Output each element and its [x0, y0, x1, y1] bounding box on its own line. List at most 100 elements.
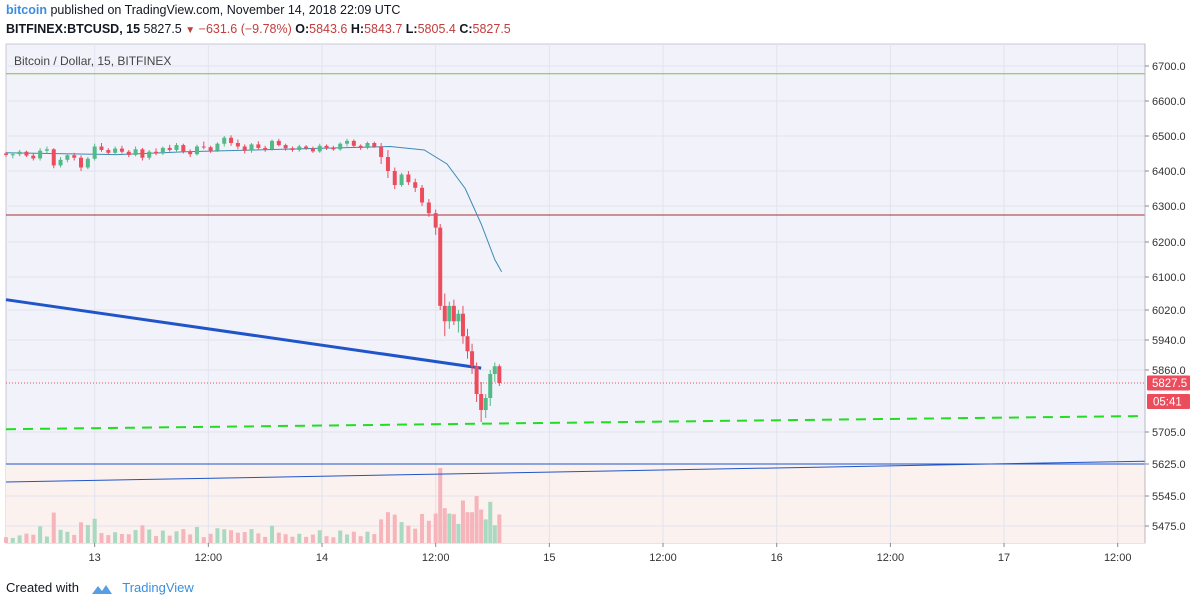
time-tick-label: 12:00 [422, 552, 450, 564]
candle-body [79, 157, 84, 168]
close-value: 5827.5 [472, 22, 511, 36]
volume-bar [447, 513, 452, 543]
candle-body [433, 213, 438, 228]
volume-bar [31, 534, 36, 543]
time-tick-label: 13 [89, 552, 101, 564]
candle-body [290, 148, 295, 150]
time-tick-label: 12:00 [195, 552, 223, 564]
candle-body [447, 305, 452, 322]
candle-body [188, 151, 193, 155]
volume-bar [235, 532, 240, 543]
candle-body [72, 155, 77, 158]
candle-body [310, 148, 315, 152]
chart-pane[interactable] [5, 43, 1146, 544]
candle-body [406, 174, 411, 183]
candle-body [420, 187, 425, 203]
candle-body [269, 140, 274, 150]
volume-bar [483, 519, 488, 543]
volume-bar [365, 531, 370, 543]
price-tick-label: 5545.0 [1152, 491, 1186, 503]
volume-bar [324, 536, 329, 543]
trend-line [5, 460, 1146, 483]
volume-bar [283, 534, 288, 543]
candle-body [438, 227, 443, 306]
volume-bar [488, 501, 493, 543]
volume-bar [470, 512, 475, 543]
volume-bar [72, 534, 77, 543]
volume-bar [451, 514, 456, 543]
candle-body [379, 146, 384, 157]
candle-body [365, 143, 370, 148]
close-label: C: [459, 22, 473, 36]
last-price-badge: 5827.5 [1147, 375, 1190, 391]
down-arrow-icon: ▼ [185, 25, 196, 36]
candle-body [17, 151, 22, 155]
candle-body [451, 305, 456, 322]
volume-bar [338, 530, 343, 543]
volume-bar [92, 518, 97, 543]
volume-bar [167, 535, 172, 543]
tradingview-logo-icon[interactable] [91, 582, 113, 596]
low-label: L: [405, 22, 418, 36]
volume-bar [442, 508, 447, 543]
chart-title: Bitcoin / Dollar, 15, BITFINEX [14, 54, 171, 68]
volume-bar [10, 537, 15, 543]
volume-bar [385, 512, 390, 543]
volume-bar [256, 533, 261, 543]
trend-line [5, 415, 1146, 431]
time-tick-label: 12:00 [877, 552, 905, 564]
publisher-name[interactable]: bitcoin [6, 3, 47, 17]
moving-average-line [5, 145, 503, 273]
last-price: 5827.5 [143, 22, 182, 36]
candle-body [194, 146, 199, 155]
price-tick-label: 6600.0 [1152, 96, 1186, 108]
price-tick-label: 6100.0 [1152, 272, 1186, 284]
volume-bar [304, 536, 309, 543]
candle-body [474, 366, 479, 394]
candle-body [413, 182, 418, 188]
volume-bar [188, 534, 193, 543]
price-tick-label: 5940.0 [1152, 335, 1186, 347]
volume-bar [126, 534, 131, 543]
volume-bar [4, 537, 8, 543]
candle-body [317, 145, 322, 152]
volume-bar [331, 537, 336, 543]
candle-body [24, 151, 29, 156]
volume-bar [242, 532, 247, 543]
candle-body [324, 145, 329, 148]
price-tick-label: 6300.0 [1152, 201, 1186, 213]
volume-bar [58, 529, 63, 543]
candle-body [181, 145, 186, 152]
trend-line [5, 298, 482, 370]
price-tick-label: 6700.0 [1152, 61, 1186, 73]
candle-body [470, 351, 475, 367]
volume-bar [160, 530, 165, 543]
candle-body [167, 147, 172, 150]
price-tick-label: 6500.0 [1152, 131, 1186, 143]
candle-body [263, 147, 268, 150]
volume-bar [229, 530, 234, 543]
countdown-text: 05:41 [1153, 397, 1182, 409]
price-axis[interactable]: 6700.0 6600.0 6500.0 6400.0 6300.0 6200.0 6100… [1144, 44, 1186, 543]
volume-bar [215, 528, 220, 543]
candle-body [126, 151, 131, 155]
high-value: 5843.7 [364, 22, 403, 36]
time-tick-label: 17 [998, 552, 1010, 564]
time-tick-label: 15 [543, 552, 555, 564]
volume-bar [406, 525, 411, 543]
time-axis[interactable]: 13 12:00 14 12:00 15 12:00 16 12:00 17 12:00 [89, 543, 1132, 564]
price-tick-label: 5860.0 [1152, 365, 1186, 377]
candle-body [358, 145, 363, 148]
volume-bar [474, 496, 479, 543]
candle-body [31, 155, 36, 159]
candle-body [488, 374, 493, 398]
candle-body [99, 146, 104, 150]
volume-bar [51, 512, 56, 543]
candle-body [147, 151, 152, 158]
volume-bar [113, 532, 118, 543]
candle-body [208, 147, 213, 151]
price-tick-label: 6200.0 [1152, 237, 1186, 249]
footer: Created with TradingView [6, 580, 194, 596]
tradingview-brand-link[interactable]: TradingView [122, 580, 194, 595]
